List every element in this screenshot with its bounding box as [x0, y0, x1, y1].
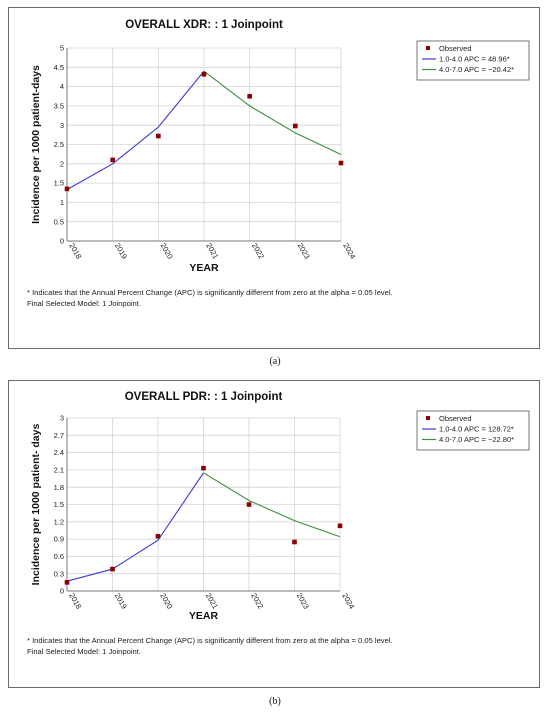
model-note: Final Selected Model: 1 Joinpoint. [27, 647, 141, 656]
y-tick-label: 5 [60, 44, 64, 53]
observed-point [246, 502, 252, 507]
observed-point [201, 465, 206, 471]
observed-point [293, 123, 298, 129]
legend-segment-label-1: 1.0-4.0 APC = 128.72* [439, 425, 514, 434]
observed-point [110, 566, 115, 572]
y-tick-label: 0.3 [54, 569, 64, 578]
y-tick-label: 4.5 [54, 63, 64, 72]
x-tick-label: 2018 [67, 592, 83, 611]
observed-point [155, 533, 161, 539]
observed-point [337, 523, 343, 529]
y-axis-label: Incidence per 1000 patient-days [30, 65, 42, 224]
chart-title: OVERALL PDR: : 1 Joinpoint [125, 391, 283, 403]
caption-b: (b) [269, 696, 281, 707]
y-tick-label: 2 [60, 159, 64, 168]
y-tick-label: 0.9 [54, 535, 64, 544]
x-tick-label: 2024 [341, 242, 357, 261]
y-tick-label: 1 [60, 198, 64, 207]
significance-note: * Indicates that the Annual Percent Chan… [27, 288, 393, 297]
observed-point [338, 160, 344, 166]
y-tick-label: 0.6 [54, 552, 64, 561]
fitted-segment-line-2 [203, 70, 342, 156]
y-tick-label: 3 [60, 414, 64, 423]
x-axis-label: YEAR [189, 610, 219, 622]
legend-observed-marker [426, 46, 430, 50]
observed-point [247, 93, 252, 99]
y-tick-label: 0.5 [54, 217, 64, 226]
chart-b-svg: OVERALL PDR: : 1 Joinpoint 0 0.3 0.6 0.9 1.2 1… [30, 391, 530, 622]
observed-point [64, 186, 70, 192]
chart-panel-a: OVERALL XDR: : 1 Joinpoint 0 0.5 1 1.5 2 2.5 3 3… [8, 7, 540, 349]
observed-point [64, 580, 70, 585]
x-tick-label: 2024 [340, 592, 356, 611]
legend-segment-label-2: 4.0-7.0 APC = −20.42* [439, 65, 514, 74]
x-tick-label: 2021 [204, 592, 220, 611]
y-tick-label: 4 [60, 82, 64, 91]
legend-observed-marker [426, 416, 430, 420]
x-tick-label: 2022 [249, 592, 265, 611]
x-tick-label: 2019 [113, 242, 129, 261]
x-tick-label: 2019 [113, 592, 129, 611]
legend-segment-label-2: 4.0-7.0 APC = −22.80* [439, 435, 514, 444]
chart-title: OVERALL XDR: : 1 Joinpoint [125, 19, 283, 31]
y-tick-label: 2.1 [54, 466, 64, 475]
x-tick-label: 2020 [159, 242, 175, 261]
y-tick-label: 0 [60, 237, 64, 246]
y-tick-label: 0 [60, 587, 64, 596]
legend-segment-label-1: 1.0-4.0 APC = 48.96* [439, 55, 510, 64]
y-tick-label: 3 [60, 121, 64, 130]
y-tick-label: 1.8 [54, 483, 64, 492]
fitted-segment-line-1 [66, 472, 204, 582]
significance-note: * Indicates that the Annual Percent Chan… [27, 636, 393, 645]
x-tick-label: 2023 [295, 592, 311, 611]
observed-point [156, 133, 161, 139]
legend-observed-label: Observed [439, 414, 472, 423]
x-tick-label: 2022 [250, 242, 266, 261]
legend-box [416, 410, 530, 451]
y-tick-label: 3.5 [54, 102, 64, 111]
legend-box [416, 40, 530, 81]
observed-point [110, 157, 115, 163]
model-note: Final Selected Model: 1 Joinpoint. [27, 299, 141, 308]
legend-observed-label: Observed [439, 44, 472, 53]
observed-point [292, 539, 297, 545]
x-tick-label: 2023 [296, 242, 312, 261]
x-tick-label: 2018 [67, 242, 83, 261]
caption-a: (a) [269, 356, 281, 367]
fitted-segment-line-2 [203, 472, 341, 538]
x-tick-label: 2020 [158, 592, 174, 611]
y-tick-label: 1.5 [54, 179, 64, 188]
y-tick-label: 2.4 [54, 448, 64, 457]
x-axis-label: YEAR [189, 262, 219, 274]
y-tick-label: 2.7 [54, 431, 64, 440]
fitted-segment-line-1 [66, 70, 205, 191]
observed-point [201, 71, 207, 77]
y-tick-label: 1.2 [54, 517, 64, 526]
y-tick-label: 1.5 [54, 500, 64, 509]
chart-a-svg: OVERALL XDR: : 1 Joinpoint 0 0.5 1 1.5 2 2.5 3 3… [30, 19, 530, 274]
x-tick-label: 2021 [204, 242, 220, 261]
chart-panel-b: OVERALL PDR: : 1 Joinpoint 0 0.3 0.6 0.9 1.2 1… [8, 380, 540, 688]
y-tick-label: 2.5 [54, 140, 64, 149]
y-axis-label: Incidence per 1000 patient- days [30, 424, 42, 586]
